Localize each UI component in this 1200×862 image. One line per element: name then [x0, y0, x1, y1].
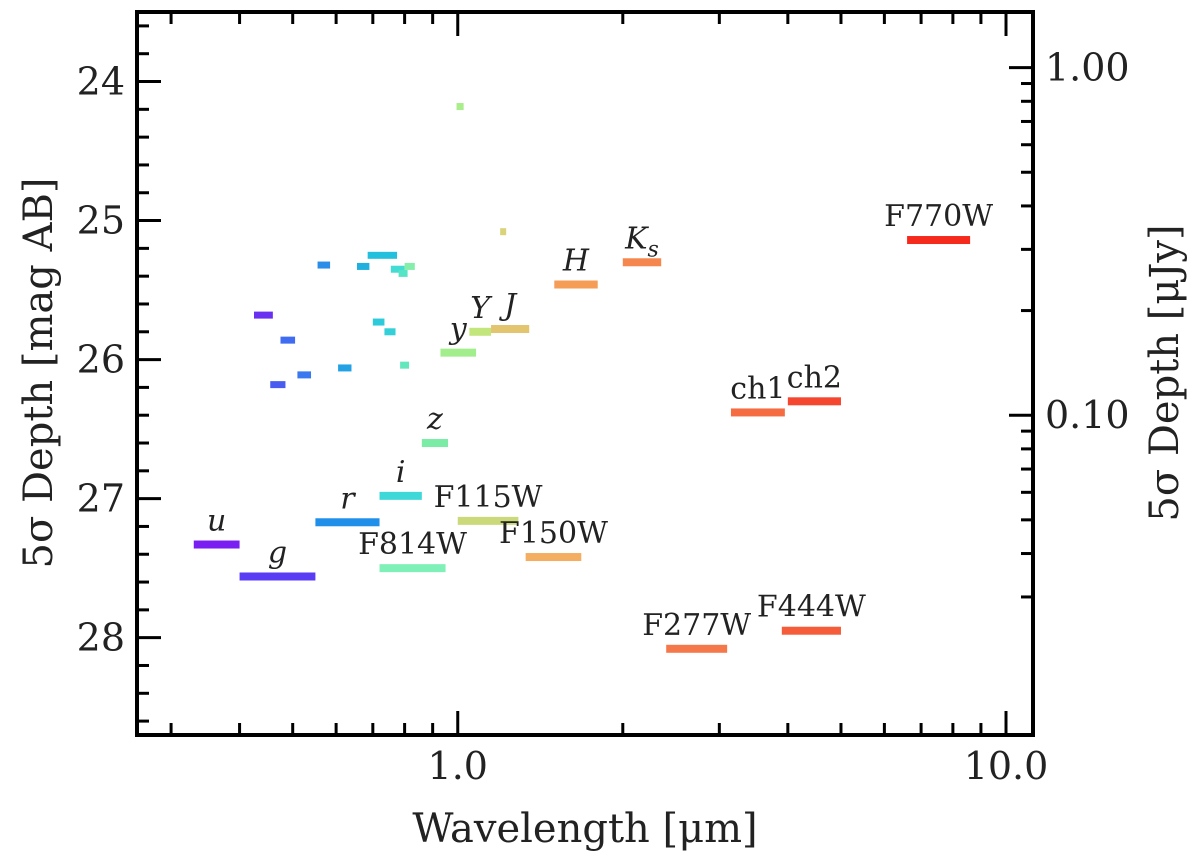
band-bar-h — [554, 280, 598, 289]
band-bar — [456, 103, 464, 111]
y-axis-title-right: 5σ Depth [μJy] — [1142, 224, 1188, 521]
y-axis-title-left: 5σ Depth [mag AB] — [16, 178, 62, 569]
band-label-r: r — [340, 481, 356, 516]
band-label-f444w: F444W — [757, 590, 866, 625]
y-tick-label: 26 — [77, 338, 125, 382]
band-bar-y — [469, 327, 492, 336]
band-label-j: J — [498, 288, 518, 323]
band-bar — [367, 251, 398, 259]
y-tick-label: 28 — [77, 616, 125, 660]
band-bar-f277w — [666, 644, 728, 653]
band-label-ks: Ks — [624, 221, 659, 262]
band-bar-r — [315, 518, 380, 527]
band-bar-ch1 — [730, 408, 785, 417]
band-bar-f770w — [907, 236, 971, 245]
band-bar — [357, 262, 370, 270]
band-label-g: g — [268, 535, 287, 570]
band-bar-f814w — [379, 564, 446, 573]
band-label-f277w: F277W — [642, 608, 751, 643]
band-bar — [398, 269, 408, 277]
band-bar — [317, 261, 331, 269]
band-bar-z — [421, 439, 449, 448]
band-bar — [390, 265, 405, 273]
band-bars — [193, 103, 971, 653]
band-bar-y — [440, 348, 477, 357]
band-label-h: H — [562, 244, 590, 279]
plot-frame — [135, 10, 1035, 737]
band-bar-f150w — [525, 553, 582, 562]
x-tick-label: 1.0 — [428, 744, 488, 788]
band-bar-ch2 — [787, 397, 841, 406]
band-label-ch1: ch1 — [730, 371, 785, 406]
band-label-u: u — [207, 504, 226, 539]
band-bar-u — [193, 540, 240, 549]
band-bar — [270, 381, 286, 389]
y-tick-label: 27 — [77, 477, 125, 521]
band-bar-f444w — [781, 626, 841, 635]
band-bar-f115w — [457, 516, 519, 525]
band-bar — [297, 371, 312, 379]
band-label-i: i — [396, 455, 406, 490]
band-bar — [254, 311, 273, 319]
y-tick-label: 25 — [77, 199, 125, 243]
band-bar-g — [239, 572, 316, 581]
band-bar — [500, 228, 507, 236]
y-right-tick-label: 0.10 — [1045, 393, 1130, 437]
axis-ticks — [137, 12, 1033, 735]
band-bar — [400, 361, 410, 369]
band-label-z: z — [426, 402, 443, 437]
band-label-y: y — [448, 312, 468, 347]
band-label-y: Y — [470, 291, 493, 326]
band-label-f115w: F115W — [434, 480, 543, 515]
band-label-f814w: F814W — [358, 527, 467, 562]
band-bar — [338, 364, 352, 372]
band-bar-j — [491, 325, 530, 334]
band-label-f770w: F770W — [884, 199, 993, 234]
band-label-ch2: ch2 — [787, 360, 842, 395]
band-bar-i — [379, 491, 422, 500]
band-bar-ks — [622, 258, 662, 267]
band-bar — [280, 336, 296, 344]
band-bar — [384, 328, 396, 336]
band-label-f150w: F150W — [499, 516, 608, 551]
x-tick-label: 10.0 — [964, 744, 1049, 788]
x-axis-title: Wavelength [μm] — [412, 806, 757, 852]
band-bar — [372, 318, 385, 326]
tick-labels: 24 25 26 27 28 1.00 0.10 1.0 10.0 — [77, 46, 1130, 788]
y-tick-label: 24 — [77, 60, 125, 104]
y-right-tick-label: 1.00 — [1045, 46, 1130, 90]
band-bar — [404, 262, 415, 270]
